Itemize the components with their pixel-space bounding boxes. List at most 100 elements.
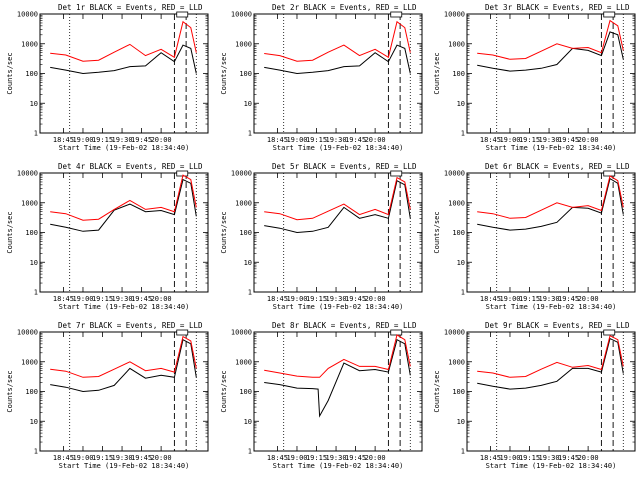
x-tick-label: 19:45 [131, 295, 152, 303]
y-tick-label: 100 [25, 388, 38, 396]
flare-marker-box [603, 11, 616, 18]
y-tick-label: 10 [30, 100, 38, 108]
flare-marker-box [176, 170, 189, 177]
y-tick-label: 10000 [231, 170, 252, 178]
y-axis-label: Counts/sec [220, 52, 228, 94]
x-tick-label: 19:45 [558, 136, 579, 144]
x-tick-label: 20:00 [365, 136, 386, 144]
x-tick-label: 19:45 [558, 454, 579, 462]
y-tick-label: 10000 [444, 11, 465, 19]
x-tick-label: 19:00 [286, 454, 307, 462]
panel-5: Det 5r BLACK = Events, RED = LLD 1 10 100 10… [220, 162, 423, 311]
y-tick-label: 10000 [17, 329, 38, 337]
y-tick-label: 10 [30, 259, 38, 267]
x-tick-label: 19:00 [499, 295, 520, 303]
x-tick-label: 20:00 [151, 295, 172, 303]
x-tick-label: 18:45 [267, 136, 288, 144]
x-tick-label: 19:00 [499, 136, 520, 144]
x-tick-label: 19:30 [326, 454, 347, 462]
panel-title: Det 3r BLACK = Events, RED = LLD [485, 3, 630, 12]
x-tick-label: 20:00 [578, 136, 599, 144]
x-axis-label: Start Time (19-Feb-02 18:34:40) [486, 462, 617, 470]
y-tick-label: 100 [452, 229, 465, 237]
y-tick-label: 10 [30, 418, 38, 426]
flare-marker-box [390, 11, 403, 18]
panel-9: Det 9r BLACK = Events, RED = LLD 1 10 100 10… [433, 321, 636, 470]
y-tick-label: 1 [248, 448, 252, 456]
y-tick-label: 1 [461, 289, 465, 297]
x-axis-label: Start Time (19-Feb-02 18:34:40) [59, 303, 190, 311]
events-series-line [50, 338, 197, 393]
y-tick-label: 10000 [17, 11, 38, 19]
x-tick-label: 19:15 [306, 295, 327, 303]
x-tick-label: 19:45 [345, 295, 366, 303]
y-axis-label: Counts/sec [6, 370, 14, 412]
y-tick-label: 1000 [21, 199, 38, 207]
flare-marker-box [390, 170, 403, 177]
x-axis-label: Start Time (19-Feb-02 18:34:40) [486, 303, 617, 311]
lld-series-line [264, 20, 411, 62]
y-axis-label: Counts/sec [6, 52, 14, 94]
y-tick-label: 10 [457, 259, 465, 267]
x-tick-label: 19:45 [131, 136, 152, 144]
y-tick-label: 1000 [235, 40, 252, 48]
x-axis-label: Start Time (19-Feb-02 18:34:40) [273, 303, 404, 311]
x-axis-label: Start Time (19-Feb-02 18:34:40) [59, 144, 190, 152]
panel-title: Det 7r BLACK = Events, RED = LLD [58, 321, 203, 330]
x-tick-label: 18:45 [480, 136, 501, 144]
x-tick-label: 19:30 [326, 295, 347, 303]
y-tick-label: 100 [25, 70, 38, 78]
x-tick-label: 18:45 [480, 454, 501, 462]
x-tick-label: 20:00 [151, 136, 172, 144]
lld-series-line [264, 334, 411, 378]
x-tick-label: 19:15 [306, 454, 327, 462]
y-tick-label: 1 [34, 448, 38, 456]
y-tick-label: 1 [34, 289, 38, 297]
lld-series-line [477, 334, 624, 378]
x-tick-label: 19:45 [345, 136, 366, 144]
plot-frame [253, 331, 423, 452]
events-series-line [477, 177, 624, 231]
x-tick-label: 19:00 [72, 295, 93, 303]
plot-frame [39, 13, 209, 134]
y-tick-label: 100 [452, 70, 465, 78]
panel-7: Det 7r BLACK = Events, RED = LLD 1 10 100 10… [6, 321, 209, 470]
y-tick-label: 10000 [444, 329, 465, 337]
y-tick-label: 100 [25, 229, 38, 237]
x-axis-label: Start Time (19-Feb-02 18:34:40) [273, 144, 404, 152]
y-axis-label: Counts/sec [220, 370, 228, 412]
plot-frame [466, 172, 636, 293]
events-series-line [477, 31, 624, 72]
flare-marker-box [390, 329, 403, 336]
events-series-line [264, 44, 411, 75]
y-tick-label: 10 [244, 259, 252, 267]
x-tick-label: 19:30 [539, 454, 560, 462]
y-tick-label: 1 [461, 130, 465, 138]
x-tick-label: 19:45 [345, 454, 366, 462]
x-tick-label: 20:00 [151, 454, 172, 462]
x-tick-label: 19:00 [72, 136, 93, 144]
x-tick-label: 19:30 [112, 136, 133, 144]
panel-1: Det 1r BLACK = Events, RED = LLD 1 10 100 10… [6, 3, 209, 152]
x-tick-label: 19:30 [112, 295, 133, 303]
x-tick-label: 19:00 [286, 295, 307, 303]
events-series-line [264, 179, 411, 234]
x-axis-label: Start Time (19-Feb-02 18:34:40) [59, 462, 190, 470]
y-tick-label: 1 [248, 289, 252, 297]
panel-6: Det 6r BLACK = Events, RED = LLD 1 10 100 10… [433, 162, 636, 311]
x-tick-label: 19:30 [326, 136, 347, 144]
flare-marker-box [176, 329, 189, 336]
y-tick-label: 10000 [17, 170, 38, 178]
y-tick-label: 100 [452, 388, 465, 396]
x-tick-label: 19:30 [112, 454, 133, 462]
panel-title: Det 9r BLACK = Events, RED = LLD [485, 321, 630, 330]
y-tick-label: 10 [244, 100, 252, 108]
y-tick-label: 1000 [21, 358, 38, 366]
x-tick-label: 18:45 [267, 295, 288, 303]
x-tick-label: 19:15 [519, 136, 540, 144]
panel-8: Det 8r BLACK = Events, RED = LLD 1 10 100 10… [220, 321, 423, 470]
x-tick-label: 19:15 [92, 454, 113, 462]
x-tick-label: 18:45 [53, 295, 74, 303]
lld-series-line [477, 175, 624, 219]
